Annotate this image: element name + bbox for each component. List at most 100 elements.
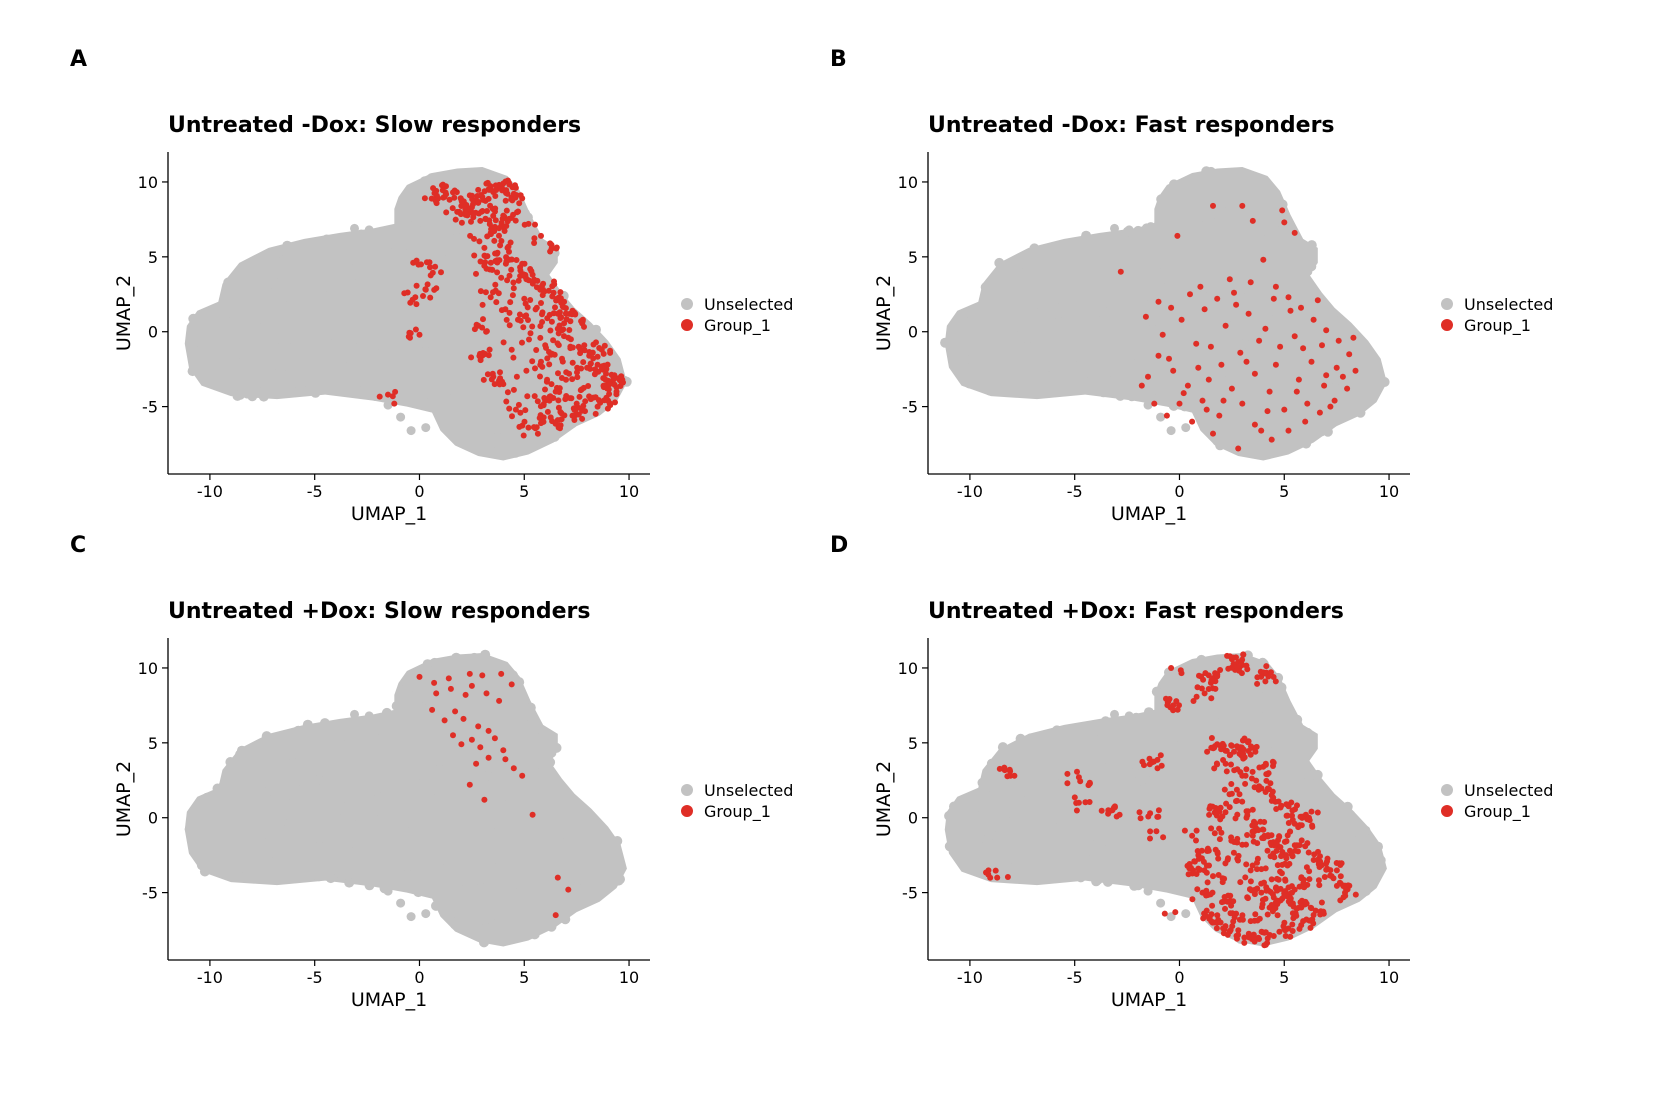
unselected-point	[343, 787, 354, 798]
unselected-point	[1082, 243, 1093, 254]
group-1-point	[1272, 678, 1279, 685]
unselected-point	[1123, 874, 1134, 884]
unselected-point	[438, 381, 449, 392]
unselected-point	[469, 790, 480, 801]
group-1-point	[1234, 835, 1241, 842]
unselected-point	[944, 810, 955, 821]
unselected-point	[499, 412, 510, 422]
unselected-point	[1285, 300, 1296, 311]
unselected-point	[447, 285, 458, 296]
group-1-point	[1220, 397, 1227, 404]
unselected-point	[1236, 705, 1246, 716]
group-1-point	[516, 423, 523, 430]
unselected-point	[1039, 853, 1049, 864]
unselected-point	[190, 845, 201, 855]
unselected-point	[478, 928, 489, 939]
unselected-point	[1224, 429, 1235, 440]
unselected-point	[389, 247, 400, 258]
unselected-point	[432, 753, 443, 764]
group-1-point	[1303, 864, 1310, 871]
group-1-point	[1240, 651, 1247, 658]
unselected-point	[347, 733, 358, 744]
unselected-point	[1092, 839, 1102, 850]
group-1-point	[392, 388, 399, 395]
group-1-point	[1203, 862, 1210, 869]
group-1-point	[1316, 409, 1323, 416]
unselected-point	[251, 309, 262, 320]
unselected-point	[1197, 290, 1208, 301]
unselected-point	[529, 368, 540, 379]
group-1-point	[1085, 782, 1092, 789]
unselected-point	[940, 337, 951, 348]
unselected-point	[376, 747, 387, 758]
group-1-point	[517, 192, 524, 199]
group-1-point	[1275, 876, 1282, 883]
unselected-point	[960, 834, 971, 845]
group-1-point	[1209, 919, 1216, 926]
group-1-point	[1248, 743, 1254, 750]
group-1-point	[502, 260, 509, 267]
group-1-point	[1239, 916, 1246, 923]
group-1-point	[1308, 905, 1315, 912]
group-1-point	[491, 381, 498, 388]
unselected-point	[359, 334, 369, 345]
unselected-point	[311, 334, 322, 345]
unselected-point	[1185, 778, 1196, 789]
unselected-point	[276, 751, 287, 762]
group-1-point	[532, 365, 538, 372]
unselected-point	[1158, 822, 1169, 833]
group-1-points	[983, 651, 1359, 949]
group-1-point	[592, 366, 599, 373]
unselected-point	[1191, 330, 1202, 340]
unselected-point	[1353, 349, 1364, 360]
unselected-point	[527, 858, 537, 869]
y-axis-title: UMAP_2	[113, 275, 135, 351]
unselected-point	[476, 882, 487, 893]
group-1-point	[555, 370, 561, 377]
unselected-point	[1256, 234, 1266, 245]
x-tick-label: 10	[1379, 482, 1399, 501]
group-1-point	[1254, 866, 1260, 873]
unselected-point	[983, 334, 994, 345]
group-1-point	[1178, 670, 1185, 677]
y-tick-label: -5	[142, 884, 158, 903]
group-1-point	[1178, 316, 1185, 323]
unselected-point	[1175, 749, 1186, 760]
group-1-point	[523, 312, 530, 319]
unselected-point	[998, 301, 1009, 312]
group-1-point	[1168, 665, 1175, 671]
group-1-point	[1211, 765, 1218, 772]
unselected-point	[540, 256, 551, 267]
unselected-point	[364, 880, 375, 891]
unselected-point	[1092, 316, 1103, 327]
group-1-point	[458, 203, 465, 209]
unselected-point	[338, 361, 348, 372]
unselected-point	[336, 383, 346, 394]
unselected-point	[404, 248, 415, 259]
group-1-point	[470, 210, 476, 217]
unselected-point	[1210, 327, 1221, 337]
unselected-point	[320, 729, 331, 740]
group-1-point	[1235, 852, 1242, 859]
unselected-point	[252, 347, 263, 358]
unselected-point	[350, 772, 361, 783]
group-1-point	[1193, 871, 1200, 877]
unselected-point	[480, 649, 491, 660]
group-1-point	[507, 299, 514, 306]
group-1-point	[601, 342, 608, 349]
group-1-point	[591, 371, 598, 378]
unselected-point	[1118, 386, 1129, 397]
group-1-point	[516, 200, 523, 207]
group-1-point	[1336, 879, 1343, 886]
unselected-point	[1026, 288, 1037, 299]
group-1-point	[1305, 849, 1312, 856]
group-1-point	[1298, 904, 1305, 911]
group-1-point	[557, 422, 564, 429]
unselected-point	[270, 791, 281, 802]
group-1-point	[593, 339, 599, 346]
unselected-point	[215, 368, 226, 379]
group-1-point	[569, 359, 576, 366]
unselected-point	[1092, 286, 1103, 296]
x-tick-label: -5	[1067, 968, 1083, 987]
unselected-point	[1223, 350, 1234, 361]
